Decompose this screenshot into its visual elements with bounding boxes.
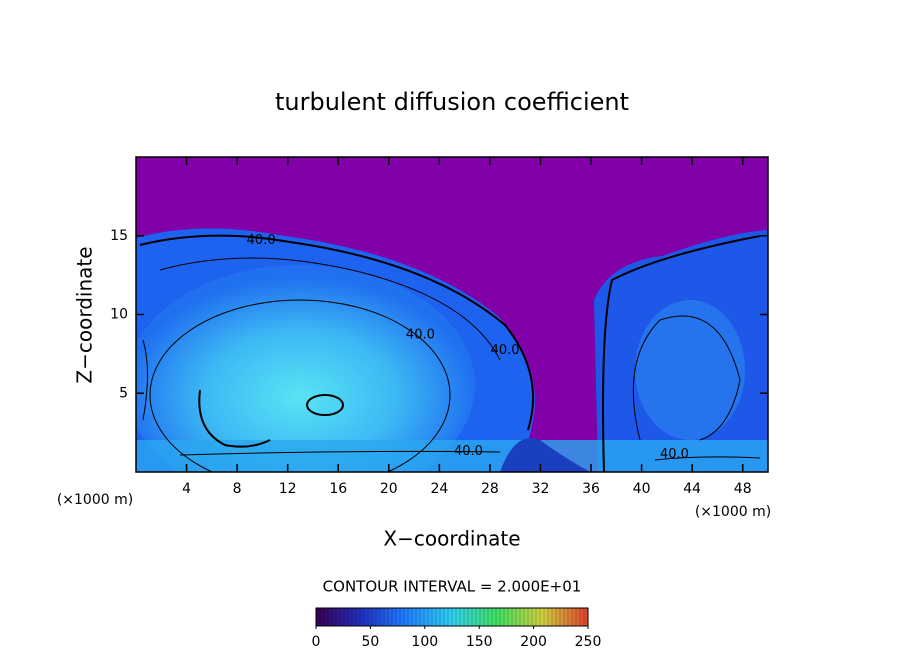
x-tick-label: 40 xyxy=(633,481,651,497)
y-tick-label: 10 xyxy=(110,307,128,323)
contour-label: 40.0 xyxy=(491,343,520,358)
colorbar-tick-label: 250 xyxy=(575,634,602,650)
contour-label: 40.0 xyxy=(406,327,435,342)
x-tick-label: 44 xyxy=(683,481,701,497)
x-tick-label: 8 xyxy=(233,481,242,497)
x-tick-label: 36 xyxy=(582,481,600,497)
y-tick-label: 5 xyxy=(119,385,128,401)
x-tick-label: 32 xyxy=(532,481,550,497)
colorbar-frame xyxy=(315,607,589,627)
field xyxy=(136,157,768,472)
x-tick-label: 20 xyxy=(380,481,398,497)
x-unit-right: (×1000 m) xyxy=(695,504,771,520)
x-tick-label: 16 xyxy=(329,481,347,497)
colorbar-tick-label: 200 xyxy=(520,634,547,650)
contour-label: 40.0 xyxy=(454,444,483,459)
colorbar-tick-label: 150 xyxy=(466,634,493,650)
x-axis-label: X−coordinate xyxy=(383,527,520,551)
ground-layer xyxy=(136,440,768,472)
contour-interval: CONTOUR INTERVAL = 2.000E+01 xyxy=(323,578,582,596)
y-tick-label: 15 xyxy=(110,228,128,244)
contour-label: 40.0 xyxy=(247,233,276,248)
colorbar-tick-label: 0 xyxy=(312,634,321,650)
colorbar xyxy=(316,608,588,626)
x-tick-label: 4 xyxy=(182,481,191,497)
x-tick-label: 48 xyxy=(734,481,752,497)
y-axis-label: Z−coordinate xyxy=(73,246,97,383)
contour-lines xyxy=(139,234,761,472)
x-tick-label: 28 xyxy=(481,481,499,497)
contour-label: 40.0 xyxy=(660,447,689,462)
colorbar-tick-label: 100 xyxy=(411,634,438,650)
vortex-core xyxy=(136,265,475,472)
right-core xyxy=(635,300,745,440)
collision-zone xyxy=(500,438,590,472)
colorbar-tick-label: 50 xyxy=(361,634,379,650)
x-unit-left: (×1000 m) xyxy=(57,492,133,508)
x-tick-label: 12 xyxy=(279,481,297,497)
chart-title: turbulent diffusion coefficient xyxy=(275,88,629,116)
x-tick-label: 24 xyxy=(430,481,448,497)
